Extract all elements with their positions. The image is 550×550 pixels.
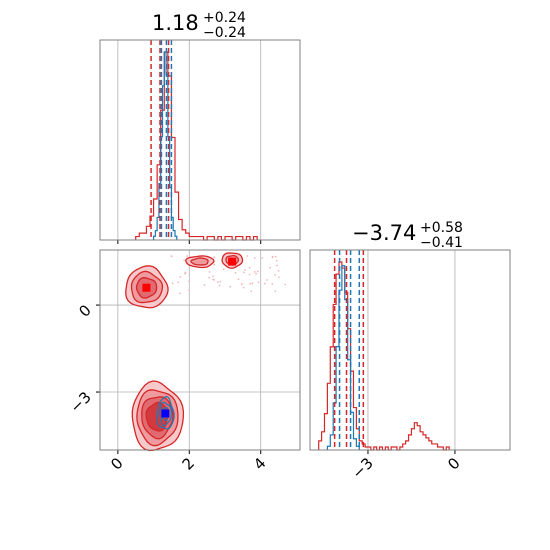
sample-point (229, 285, 232, 288)
sample-point (243, 271, 245, 274)
sample-point (266, 279, 269, 281)
sample-point (274, 273, 276, 276)
sample-point (237, 278, 240, 281)
sample-point (208, 271, 211, 273)
sample-point (271, 255, 274, 258)
title-param1-plus: +0.24 (203, 10, 246, 26)
red-marker-0 (142, 283, 151, 292)
x-tick-label-param2-0: −3 (348, 454, 376, 482)
sample-point (275, 259, 278, 262)
sample-point (276, 264, 278, 267)
sample-point (213, 263, 216, 266)
sample-point (248, 273, 251, 276)
x-tick-labels-param1: 0 2 4 (107, 454, 269, 473)
sample-point (203, 284, 206, 286)
sample-point (248, 266, 251, 269)
histogram-param2-frame (309, 249, 511, 451)
title-param2-minus: −0.41 (420, 235, 463, 251)
title-param1: 1.18 (152, 11, 199, 35)
sample-point (257, 281, 260, 284)
blue-contour-level1 (159, 401, 172, 427)
title-param2-plus: +0.58 (420, 220, 463, 236)
sample-point (255, 272, 258, 275)
y-tick-labels-param2: −3 0 (66, 301, 94, 416)
sample-point (183, 259, 186, 262)
sample-point (222, 268, 225, 271)
y-tick-label-param2-1: 0 (75, 301, 94, 320)
sample-point (184, 272, 186, 275)
x-tick-label-param1-0: 0 (107, 454, 126, 473)
sample-point (219, 280, 222, 283)
sample-point (269, 266, 271, 269)
sample-point (212, 275, 214, 278)
title-param2-median: −3.74 (352, 221, 416, 245)
sample-point (271, 283, 274, 285)
red-histogram-param2 (318, 261, 450, 451)
sample-point (274, 290, 277, 293)
sample-point (277, 276, 280, 279)
sample-point (274, 255, 277, 258)
sample-point (208, 276, 211, 279)
title-param1-minus: −0.24 (203, 25, 246, 41)
x-tick-label-param1-2: 4 (250, 454, 269, 473)
sample-point (170, 255, 173, 258)
sample-point (251, 282, 254, 285)
x-tick-label-param1-1: 2 (179, 454, 198, 473)
title-param1-median: 1.18 (152, 11, 199, 35)
sample-point (218, 284, 221, 287)
sample-point (261, 256, 264, 259)
sample-point (188, 289, 190, 292)
sample-point (253, 270, 256, 273)
histogram-param2 (309, 249, 511, 454)
sample-point (263, 282, 266, 285)
sample-point (250, 290, 253, 293)
blue-histogram-param2 (326, 265, 360, 450)
joint-panel-frame (99, 249, 301, 451)
sample-point (177, 281, 180, 284)
sample-point (186, 255, 189, 257)
red-histogram-param1 (135, 51, 258, 241)
sample-point (284, 283, 287, 286)
x-tick-labels-param2: −3 0 (348, 454, 463, 482)
sample-point (244, 269, 246, 271)
sample-point (242, 286, 245, 289)
sample-point (241, 283, 243, 285)
red-contour-mode3-level1 (190, 257, 209, 266)
sample-point (253, 256, 256, 259)
sample-point (234, 271, 237, 274)
sample-point (256, 270, 259, 273)
sample-point (277, 269, 280, 272)
blue-contour-level0 (156, 395, 175, 430)
red-marker-1 (228, 257, 237, 266)
sample-point (212, 278, 215, 281)
sample-point (171, 282, 174, 285)
joint-contour-panel (96, 249, 301, 454)
x-tick-label-param2-1: 0 (444, 454, 463, 473)
sample-point (179, 276, 182, 278)
y-tick-label-param2-0: −3 (66, 388, 94, 416)
sample-point (216, 281, 219, 283)
sample-point (249, 282, 251, 285)
sample-point (179, 292, 182, 295)
blue-histogram-param1 (152, 51, 178, 240)
sample-point (246, 255, 249, 257)
histogram-param1 (99, 39, 301, 244)
title-param2: −3.74 (352, 221, 416, 245)
sample-point (213, 256, 216, 259)
histogram-param1-frame (99, 39, 301, 241)
blue-marker (161, 409, 170, 418)
sample-point (187, 280, 190, 283)
